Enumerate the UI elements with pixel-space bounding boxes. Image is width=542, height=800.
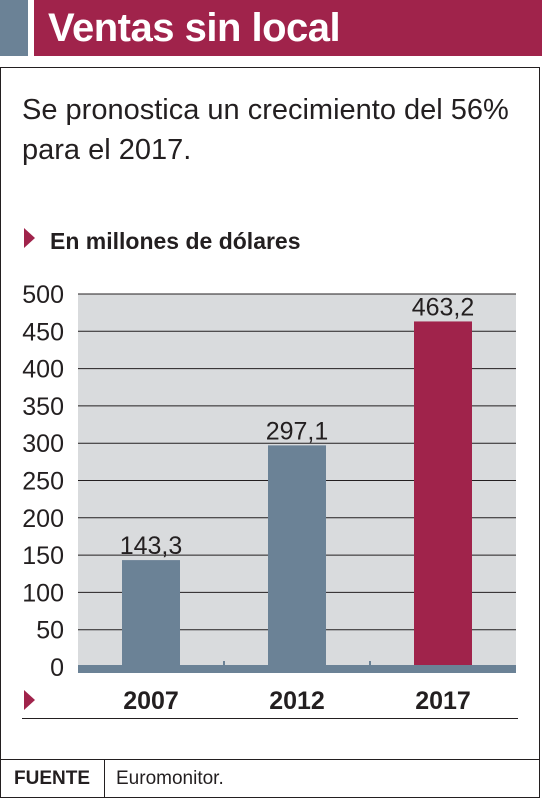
bar-2007 xyxy=(122,560,180,667)
y-tick-label: 450 xyxy=(22,318,64,346)
bar-chart: 0 50 100 150 200 250 300 350 400 450 500 143,3 2007 2… xyxy=(22,281,516,715)
chart-frame xyxy=(0,67,540,798)
x-axis-arrow-icon xyxy=(24,690,35,710)
header-bar xyxy=(34,0,542,56)
x-tick-label-2007: 2007 xyxy=(123,687,179,715)
y-tick-label: 150 xyxy=(22,542,64,570)
data-label-2007: 143,3 xyxy=(120,532,183,560)
source-separator xyxy=(104,760,105,798)
x-axis-baseline xyxy=(78,665,516,673)
x-tick-label-2012: 2012 xyxy=(269,687,325,715)
source-value: Euromonitor. xyxy=(116,768,224,789)
y-tick-label: 200 xyxy=(22,505,64,533)
y-tick-label: 400 xyxy=(22,356,64,384)
x-tick-label-2017: 2017 xyxy=(415,687,471,715)
chart-bottom-rule xyxy=(22,718,518,719)
unit-arrow-icon xyxy=(24,228,35,248)
unit-label: En millones de dólares xyxy=(50,228,301,254)
y-tick-label: 350 xyxy=(22,393,64,421)
bar-2012 xyxy=(268,445,326,667)
y-tick-label: 500 xyxy=(22,281,64,309)
y-tick-label: 50 xyxy=(36,617,64,645)
source-label: FUENTE xyxy=(14,768,90,789)
y-tick-label: 100 xyxy=(22,579,64,607)
data-label-2017: 463,2 xyxy=(412,293,475,321)
bar-2017 xyxy=(414,321,472,667)
y-tick-label: 300 xyxy=(22,430,64,458)
y-tick-label: 0 xyxy=(50,654,64,682)
header-accent-block xyxy=(0,0,28,56)
page-title: Ventas sin local xyxy=(48,6,341,50)
data-label-2012: 297,1 xyxy=(266,417,329,445)
chart-subtitle: Se pronostica un crecimiento del 56% par… xyxy=(22,94,509,166)
footer-divider xyxy=(0,759,540,760)
y-tick-label: 250 xyxy=(22,468,64,496)
